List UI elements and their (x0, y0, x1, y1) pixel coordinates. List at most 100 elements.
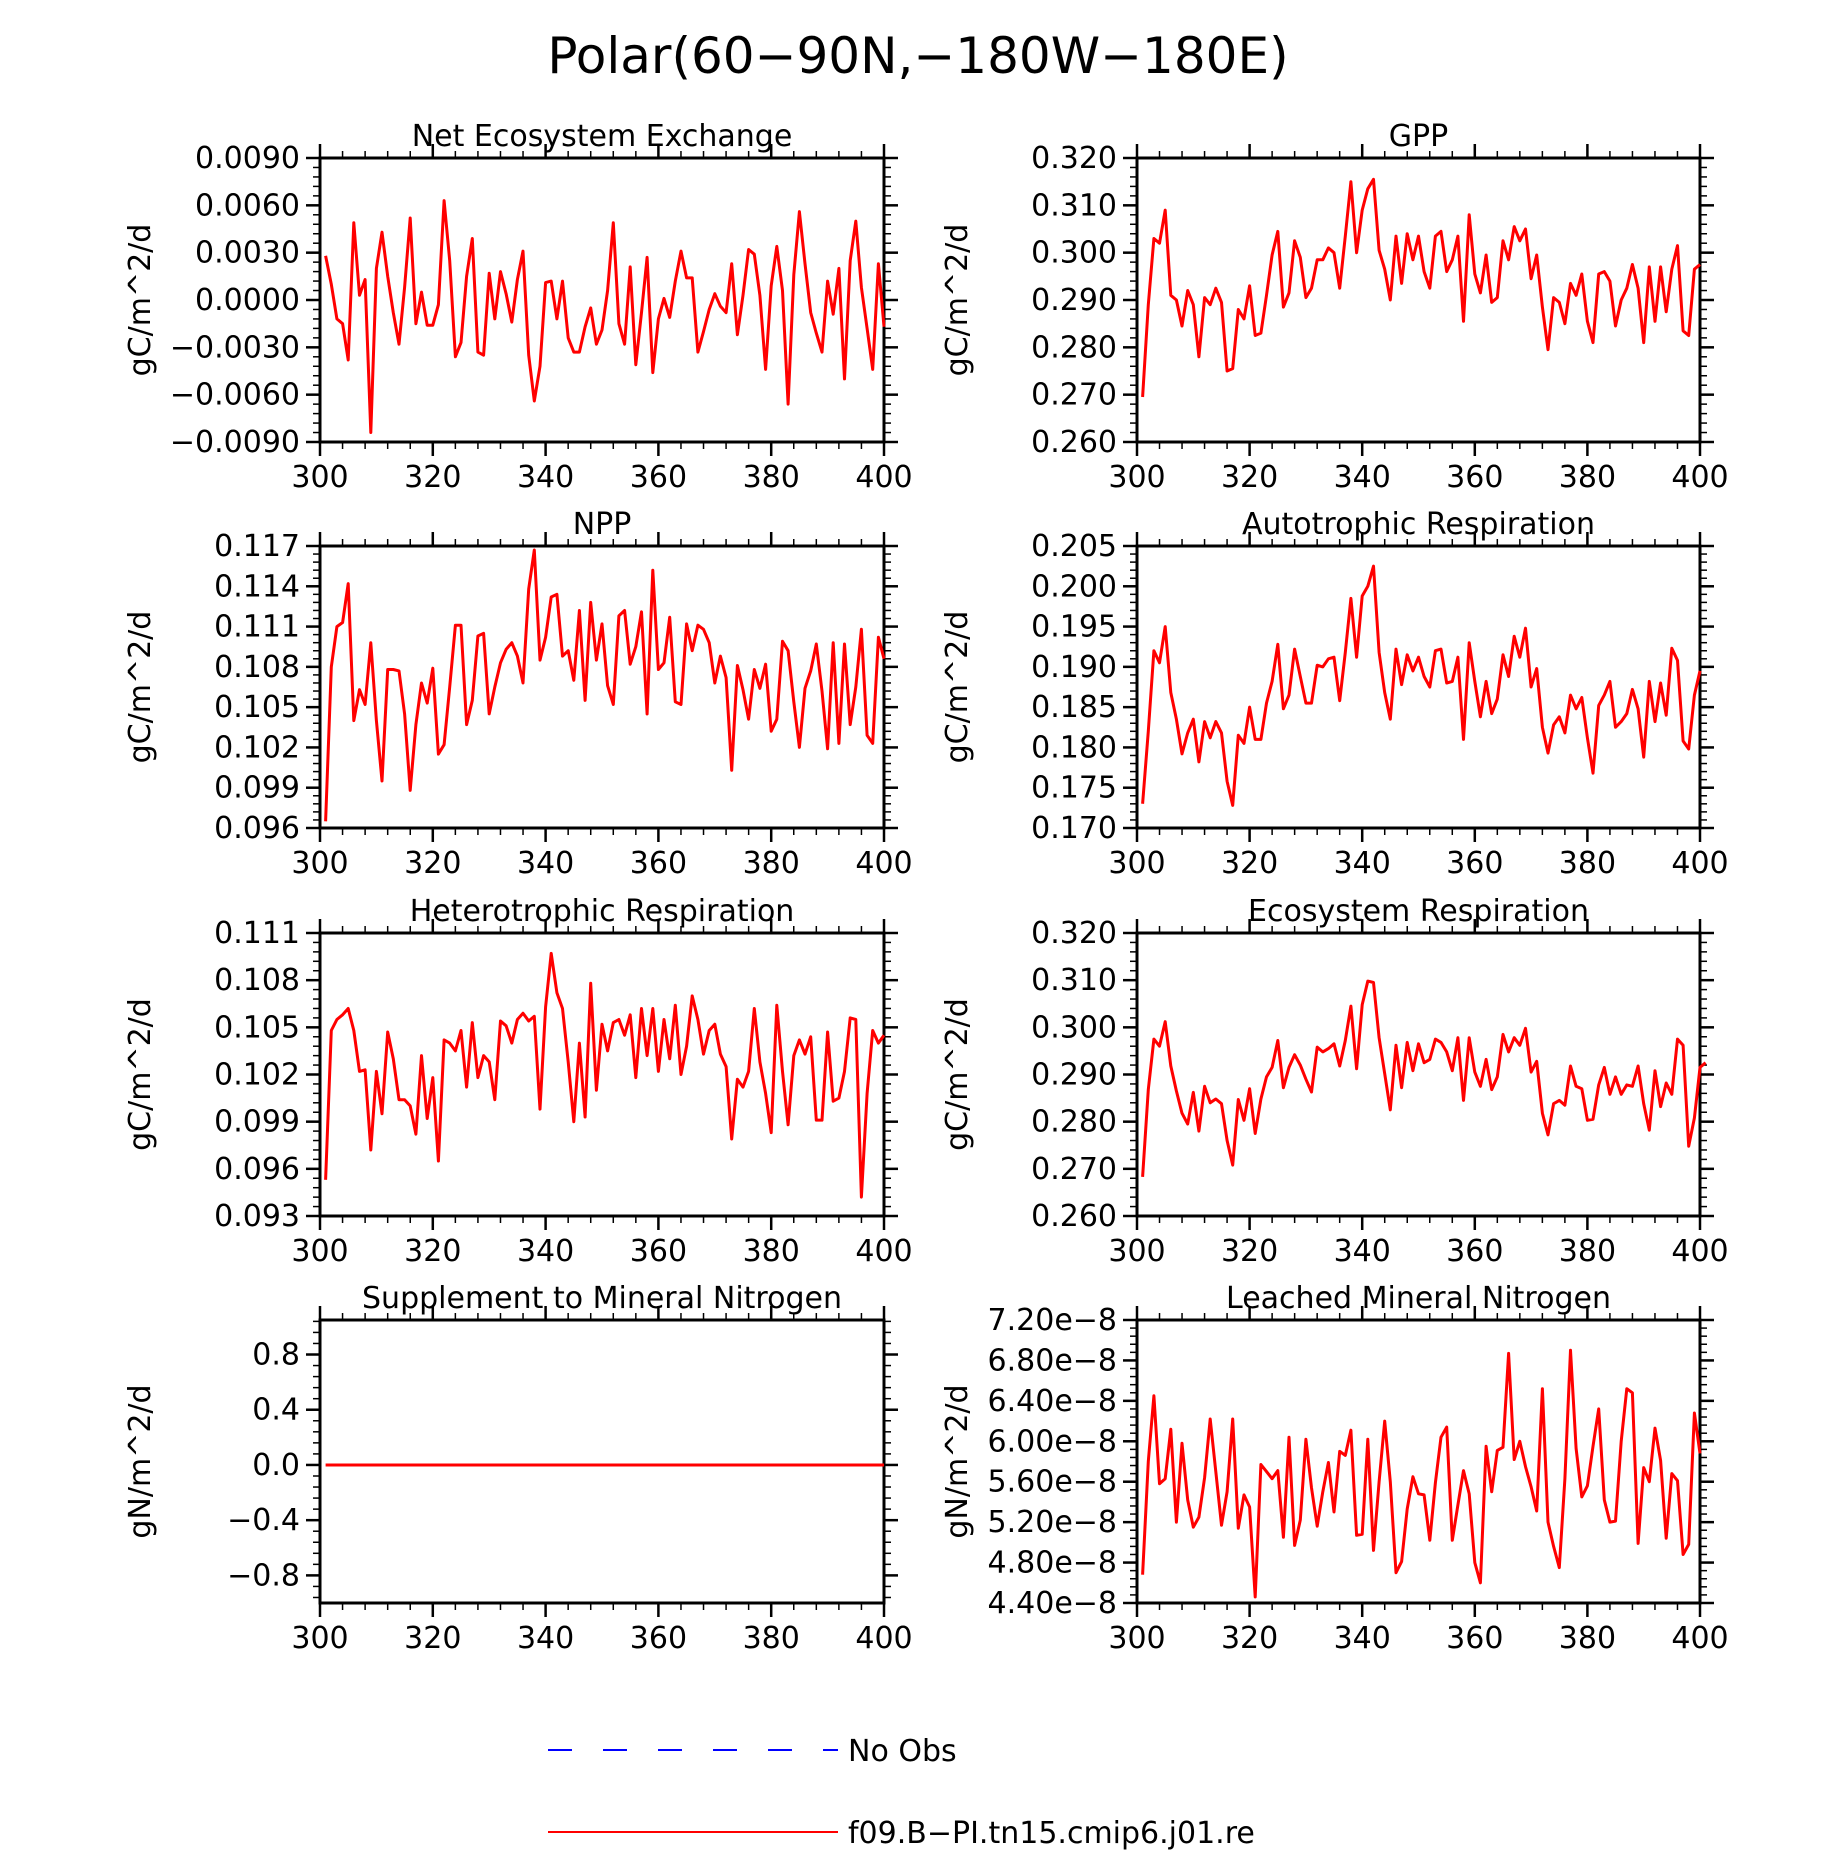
panel-autotrophic-respiration: Autotrophic Respiration 300 320 340 360 380 40… (940, 507, 1729, 881)
autotrophic-respiration-x-tick-label: 400 (1671, 846, 1728, 881)
gpp-x-tick-label: 300 (1108, 460, 1165, 495)
net-ecosystem-exchange-series-line (324, 199, 886, 434)
npp-y-tick-label: 0.117 (214, 529, 300, 564)
leached-mineral-nitrogen-x-tick-label: 300 (1108, 1621, 1165, 1656)
gpp-y-tick-label: 0.270 (1031, 378, 1117, 413)
heterotrophic-respiration-y-axis-label: gC/m^2/d (123, 998, 158, 1151)
autotrophic-respiration-y-tick-label: 0.190 (1031, 650, 1117, 685)
net-ecosystem-exchange-x-tick-label: 380 (743, 460, 800, 495)
figure-title: Polar(60−90N,−180W−180E) (547, 27, 1288, 85)
npp-y-tick-label: 0.108 (214, 650, 300, 685)
supplement-to-mineral-nitrogen-y-tick-label: −0.4 (227, 1503, 300, 1538)
ecosystem-respiration-y-axis-label: gC/m^2/d (940, 998, 975, 1151)
net-ecosystem-exchange-y-tick-label: −0.0030 (170, 330, 300, 365)
supplement-to-mineral-nitrogen-x-tick-label: 360 (630, 1621, 687, 1656)
npp-y-tick-label: 0.105 (214, 690, 300, 725)
leached-mineral-nitrogen-axes-frame (1135, 1318, 1702, 1605)
heterotrophic-respiration-axes-frame (318, 931, 886, 1218)
ecosystem-respiration-x-tick-label: 300 (1108, 1234, 1165, 1269)
npp-x-tick-label: 340 (517, 846, 574, 881)
ecosystem-respiration-series-line (1141, 979, 1707, 1177)
autotrophic-respiration-y-tick-label: 0.195 (1031, 610, 1117, 645)
autotrophic-respiration-x-tick-label: 380 (1559, 846, 1616, 881)
leached-mineral-nitrogen-y-tick-label: 4.80e−8 (988, 1546, 1117, 1581)
net-ecosystem-exchange-y-tick-label: 0.0000 (195, 283, 300, 318)
ecosystem-respiration-x-tick-label: 380 (1559, 1234, 1616, 1269)
heterotrophic-respiration-y-tick-label: 0.108 (214, 963, 300, 998)
supplement-to-mineral-nitrogen-y-tick-label: 0.0 (252, 1448, 300, 1483)
leached-mineral-nitrogen-series-line (1141, 1348, 1702, 1599)
supplement-to-mineral-nitrogen-y-tick-label: −0.8 (227, 1558, 300, 1593)
heterotrophic-respiration-y-tick-label: 0.111 (214, 916, 300, 951)
gpp-title: GPP (1389, 119, 1448, 154)
net-ecosystem-exchange-y-tick-label: −0.0060 (170, 378, 300, 413)
leached-mineral-nitrogen-y-tick-label: 7.20e−8 (988, 1303, 1117, 1338)
gpp-y-tick-label: 0.310 (1031, 188, 1117, 223)
supplement-to-mineral-nitrogen-x-tick-label: 400 (855, 1621, 912, 1656)
leached-mineral-nitrogen-title: Leached Mineral Nitrogen (1226, 1281, 1611, 1316)
supplement-to-mineral-nitrogen-title: Supplement to Mineral Nitrogen (362, 1281, 842, 1316)
panel-npp: NPP 300 320 340 360 380 400 0.096 0.099 0.102 0.10… (123, 507, 913, 881)
supplement-to-mineral-nitrogen-y-tick-label: 0.4 (252, 1393, 300, 1428)
heterotrophic-respiration-y-tick-label: 0.093 (214, 1199, 300, 1234)
autotrophic-respiration-y-tick-label: 0.185 (1031, 690, 1117, 725)
heterotrophic-respiration-series-line (324, 951, 886, 1199)
supplement-to-mineral-nitrogen-x-tick-label: 340 (517, 1621, 574, 1656)
legend-label-model: f09.B−PI.tn15.cmip6.j01.re (848, 1816, 1255, 1851)
autotrophic-respiration-x-tick-label: 360 (1446, 846, 1503, 881)
ecosystem-respiration-y-tick-label: 0.260 (1031, 1199, 1117, 1234)
autotrophic-respiration-y-axis-label: gC/m^2/d (940, 611, 975, 764)
gpp-x-tick-label: 320 (1221, 460, 1278, 495)
autotrophic-respiration-title: Autotrophic Respiration (1242, 507, 1595, 542)
net-ecosystem-exchange-y-tick-label: 0.0030 (195, 236, 300, 271)
panels: Net Ecosystem Exchange 300 320 340 360 380 400… (123, 119, 1729, 1656)
ecosystem-respiration-y-tick-label: 0.270 (1031, 1152, 1117, 1187)
heterotrophic-respiration-y-tick-label: 0.096 (214, 1152, 300, 1187)
supplement-to-mineral-nitrogen-x-tick-label: 320 (404, 1621, 461, 1656)
gpp-x-tick-label: 360 (1446, 460, 1503, 495)
autotrophic-respiration-y-tick-label: 0.200 (1031, 569, 1117, 604)
npp-y-axis-label: gC/m^2/d (123, 611, 158, 764)
leached-mineral-nitrogen-y-tick-label: 4.40e−8 (988, 1586, 1117, 1621)
ecosystem-respiration-x-tick-label: 360 (1446, 1234, 1503, 1269)
leached-mineral-nitrogen-x-tick-label: 360 (1446, 1621, 1503, 1656)
heterotrophic-respiration-x-tick-label: 400 (855, 1234, 912, 1269)
gpp-series-line (1141, 177, 1701, 398)
ecosystem-respiration-y-tick-label: 0.310 (1031, 963, 1117, 998)
panel-supplement-to-mineral-nitrogen: Supplement to Mineral Nitrogen 300 320 340 3… (123, 1281, 913, 1656)
gpp-y-tick-label: 0.280 (1031, 330, 1117, 365)
leached-mineral-nitrogen-x-tick-label: 400 (1671, 1621, 1728, 1656)
gpp-y-tick-label: 0.290 (1031, 283, 1117, 318)
ecosystem-respiration-y-tick-label: 0.280 (1031, 1105, 1117, 1140)
net-ecosystem-exchange-y-tick-label: 0.0060 (195, 188, 300, 223)
supplement-to-mineral-nitrogen-y-axis-label: gN/m^2/d (123, 1384, 158, 1538)
autotrophic-respiration-y-tick-label: 0.170 (1031, 811, 1117, 846)
leached-mineral-nitrogen-y-tick-label: 6.80e−8 (988, 1343, 1117, 1378)
leached-mineral-nitrogen-x-tick-label: 340 (1334, 1621, 1391, 1656)
autotrophic-respiration-x-tick-label: 340 (1334, 846, 1391, 881)
npp-y-tick-label: 0.102 (214, 730, 300, 765)
heterotrophic-respiration-y-tick-label: 0.105 (214, 1010, 300, 1045)
heterotrophic-respiration-y-tick-label: 0.102 (214, 1058, 300, 1093)
ecosystem-respiration-y-tick-label: 0.300 (1031, 1010, 1117, 1045)
heterotrophic-respiration-x-tick-label: 380 (743, 1234, 800, 1269)
autotrophic-respiration-series-line (1141, 564, 1702, 807)
gpp-x-tick-label: 400 (1671, 460, 1728, 495)
ecosystem-respiration-title: Ecosystem Respiration (1248, 894, 1589, 929)
leached-mineral-nitrogen-y-tick-label: 5.60e−8 (988, 1465, 1117, 1500)
leached-mineral-nitrogen-y-axis-label: gN/m^2/d (940, 1384, 975, 1538)
leached-mineral-nitrogen-x-tick-label: 380 (1559, 1621, 1616, 1656)
autotrophic-respiration-y-tick-label: 0.205 (1031, 529, 1117, 564)
npp-x-tick-label: 300 (291, 846, 348, 881)
heterotrophic-respiration-x-tick-label: 340 (517, 1234, 574, 1269)
net-ecosystem-exchange-x-tick-label: 400 (855, 460, 912, 495)
heterotrophic-respiration-y-tick-label: 0.099 (214, 1105, 300, 1140)
net-ecosystem-exchange-x-tick-label: 300 (291, 460, 348, 495)
npp-title: NPP (573, 507, 632, 542)
npp-x-tick-label: 360 (630, 846, 687, 881)
net-ecosystem-exchange-y-axis-label: gC/m^2/d (123, 224, 158, 377)
npp-y-tick-label: 0.111 (214, 610, 300, 645)
panel-heterotrophic-respiration: Heterotrophic Respiration 300 320 340 360 380… (123, 894, 913, 1269)
leached-mineral-nitrogen-x-tick-label: 320 (1221, 1621, 1278, 1656)
